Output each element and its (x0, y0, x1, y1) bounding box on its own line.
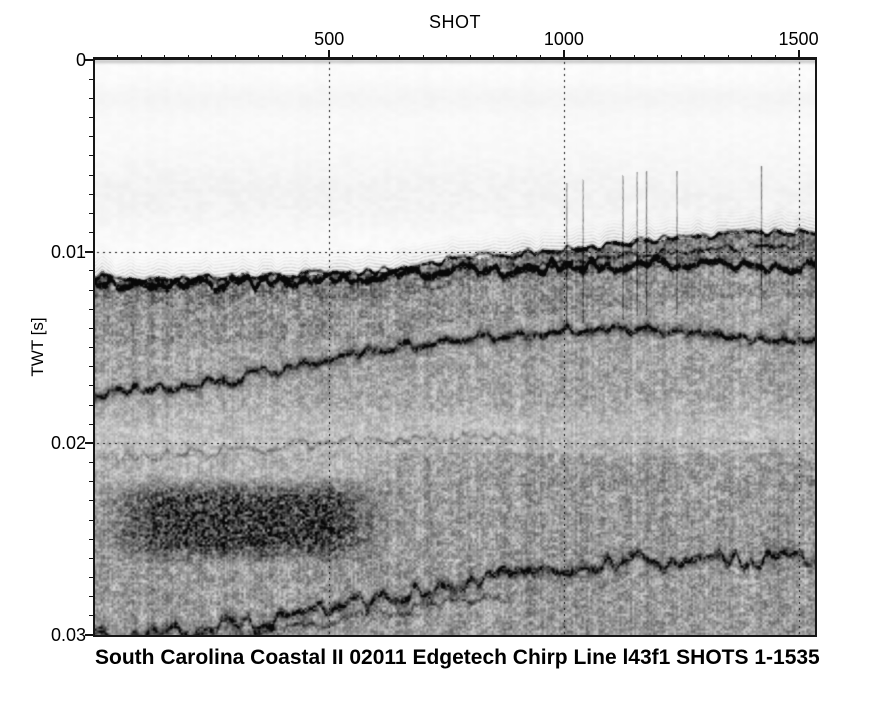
y-minor-tick (89, 193, 95, 195)
x-major-tick (562, 50, 565, 60)
x-minor-tick (446, 55, 448, 60)
x-minor-tick (234, 55, 236, 60)
y-minor-tick (89, 327, 95, 329)
y-minor-tick (89, 481, 95, 483)
y-major-tick (85, 250, 95, 253)
y-axis-title: TWT [s] (28, 317, 47, 377)
y-minor-tick (89, 117, 95, 118)
x-minor-tick (469, 55, 471, 60)
x-tick-label: 500 (314, 29, 345, 49)
y-minor-tick (89, 174, 95, 176)
y-minor-tick (89, 538, 95, 540)
x-minor-tick (727, 55, 729, 60)
y-minor-tick (89, 519, 95, 521)
x-minor-tick (281, 55, 283, 60)
y-minor-tick (89, 404, 95, 406)
y-minor-tick (89, 136, 95, 138)
x-minor-tick (586, 55, 588, 60)
x-minor-tick (399, 55, 401, 60)
y-minor-tick (89, 232, 95, 233)
x-minor-tick (375, 55, 377, 60)
x-minor-tick (164, 55, 166, 60)
seismic-image-canvas (95, 60, 815, 635)
y-minor-tick (89, 78, 95, 80)
y-tick-label: 0.03 (50, 625, 86, 645)
x-minor-tick (610, 55, 612, 60)
y-minor-tick (89, 500, 95, 502)
x-tick-label: 1000 (543, 29, 584, 49)
x-minor-tick (352, 55, 354, 60)
y-minor-tick (89, 615, 95, 617)
y-minor-tick (89, 308, 95, 310)
x-minor-tick (657, 55, 659, 60)
x-minor-tick (492, 55, 494, 60)
x-major-tick (328, 50, 331, 60)
y-tick-label: 0.02 (50, 433, 86, 454)
x-minor-tick (516, 55, 518, 60)
y-major-tick (85, 59, 95, 61)
x-minor-tick (211, 55, 213, 60)
y-major-tick (85, 634, 95, 636)
y-minor-tick (89, 385, 95, 387)
y-minor-tick (89, 97, 95, 99)
y-minor-tick (89, 462, 95, 463)
y-minor-tick (89, 270, 95, 272)
y-minor-tick (89, 155, 95, 157)
x-minor-tick (187, 55, 189, 60)
x-tick-label: 1500 (778, 29, 819, 49)
x-minor-tick (633, 55, 635, 60)
x-minor-tick (422, 55, 424, 60)
plot-frame (93, 57, 817, 637)
x-minor-tick (140, 55, 142, 60)
x-minor-tick (774, 55, 776, 60)
figure-caption: South Carolina Coastal II 02011 Edgetech… (95, 646, 820, 669)
x-minor-tick (751, 55, 753, 60)
x-axis-title: SHOT (428, 12, 481, 32)
y-major-tick (85, 442, 95, 445)
y-minor-tick (89, 557, 95, 559)
x-minor-tick (539, 55, 541, 60)
y-minor-tick (89, 366, 95, 368)
y-minor-tick (89, 289, 95, 291)
y-minor-tick (89, 423, 95, 425)
y-minor-tick (89, 347, 95, 348)
x-minor-tick (258, 55, 260, 60)
x-minor-tick (117, 55, 119, 60)
x-minor-tick (680, 55, 682, 60)
x-minor-tick (704, 55, 706, 60)
x-major-tick (797, 50, 800, 60)
y-tick-label: 0 (75, 50, 86, 70)
y-tick-label: 0.01 (50, 241, 86, 262)
y-minor-tick (89, 577, 95, 578)
y-minor-tick (89, 596, 95, 598)
y-minor-tick (89, 212, 95, 214)
x-minor-tick (305, 55, 307, 60)
